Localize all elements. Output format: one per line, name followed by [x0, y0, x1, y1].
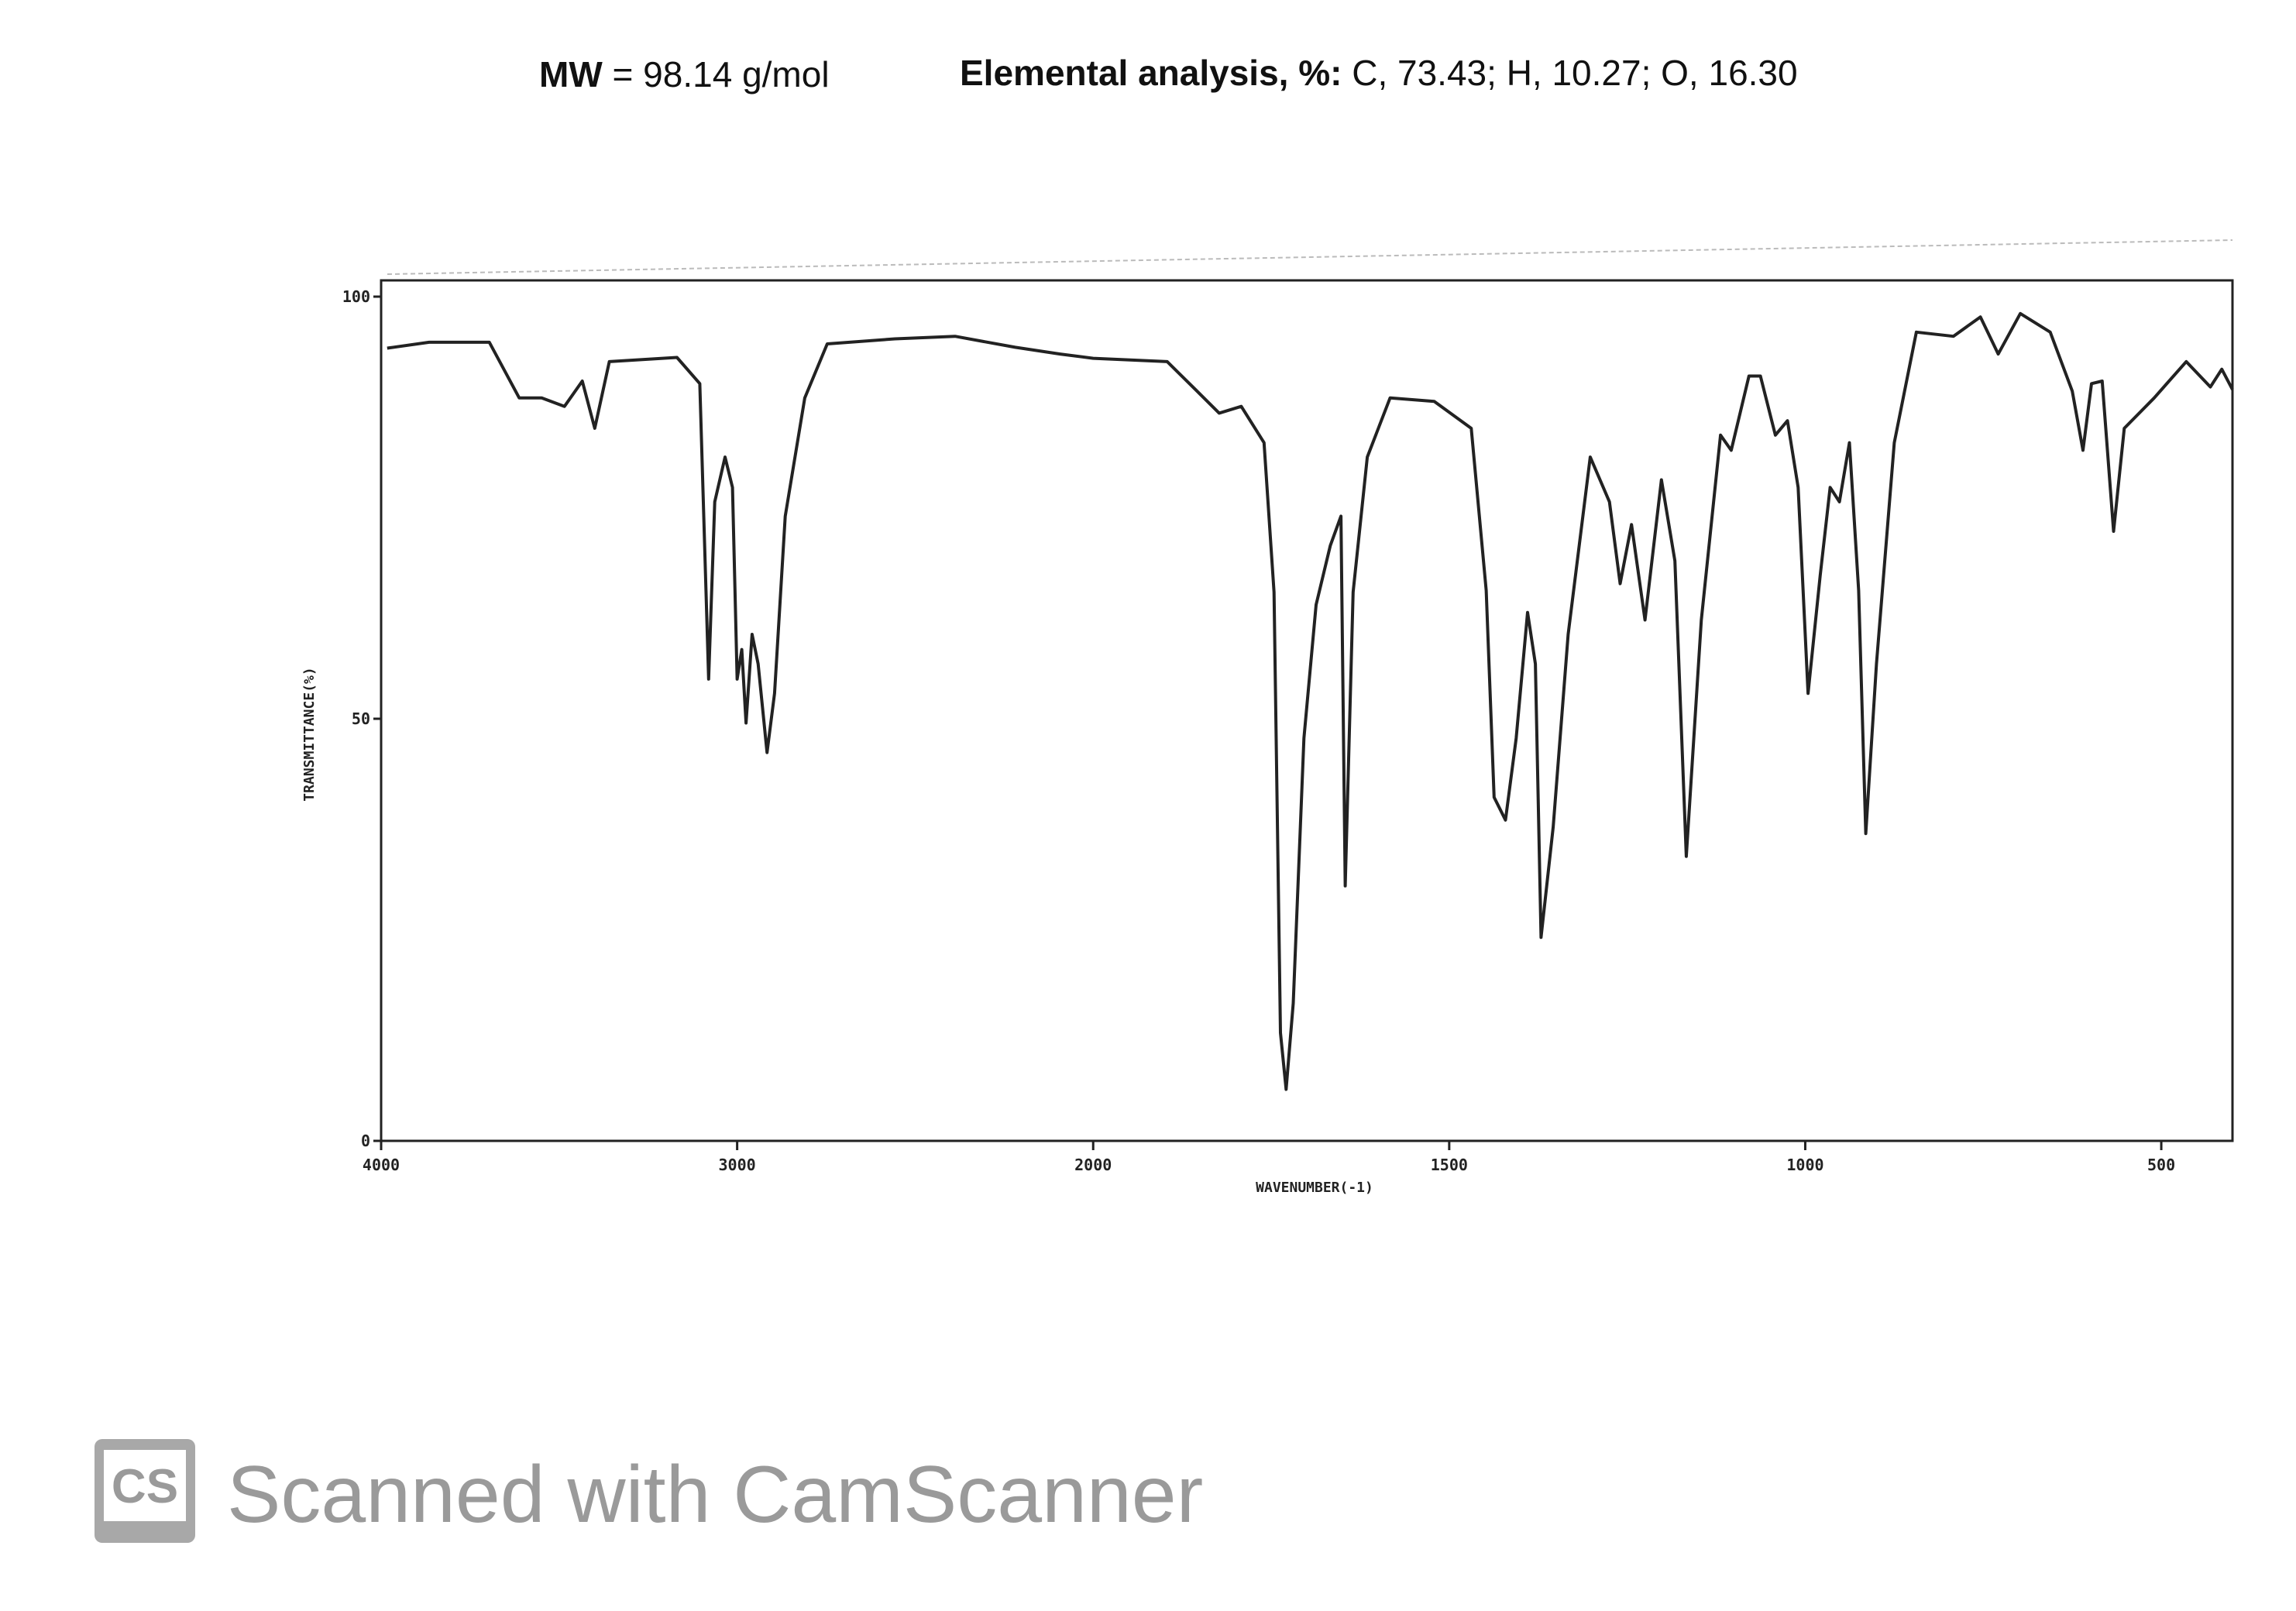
x-tick-label: 500 — [2147, 1156, 2175, 1174]
x-tick-label: 1500 — [1431, 1156, 1468, 1174]
scan-edge — [387, 239, 2233, 275]
mw-value: = 98.14 g/mol — [613, 54, 830, 94]
spectrum-line — [387, 311, 2234, 1091]
y-tick-label: 50 — [352, 709, 370, 728]
x-tick-label: 3000 — [719, 1156, 756, 1174]
x-axis-label: WAVENUMBER(-1) — [1256, 1180, 1373, 1196]
mw-label: MW — [539, 54, 603, 94]
y-tick-label: 100 — [342, 287, 370, 306]
header-ea: Elemental analysis, %: C, 73.43; H, 10.2… — [960, 53, 1798, 93]
logo-inner — [104, 1450, 186, 1521]
x-tick-label: 1000 — [1786, 1156, 1823, 1174]
plot-frame — [380, 279, 2234, 1142]
ea-value: C, 73.43; H, 10.27; O, 16.30 — [1352, 53, 1797, 93]
x-tick-label: 2000 — [1074, 1156, 1112, 1174]
plot: 0 50 100 4000 3000 2000 1500 1000 500 WAVENUMBER(… — [301, 279, 2234, 1196]
ea-label: Elemental analysis, %: — [960, 53, 1342, 93]
y-tick-label: 0 — [361, 1132, 370, 1150]
logo-text: CS — [112, 1460, 178, 1513]
y-axis-label: TRANSMITTANCE(%) — [301, 667, 318, 801]
header-mw: MW = 98.14 g/mol — [539, 54, 830, 94]
watermark-text: Scanned with CamScanner — [227, 1450, 1203, 1540]
x-tick-label: 4000 — [363, 1156, 400, 1174]
